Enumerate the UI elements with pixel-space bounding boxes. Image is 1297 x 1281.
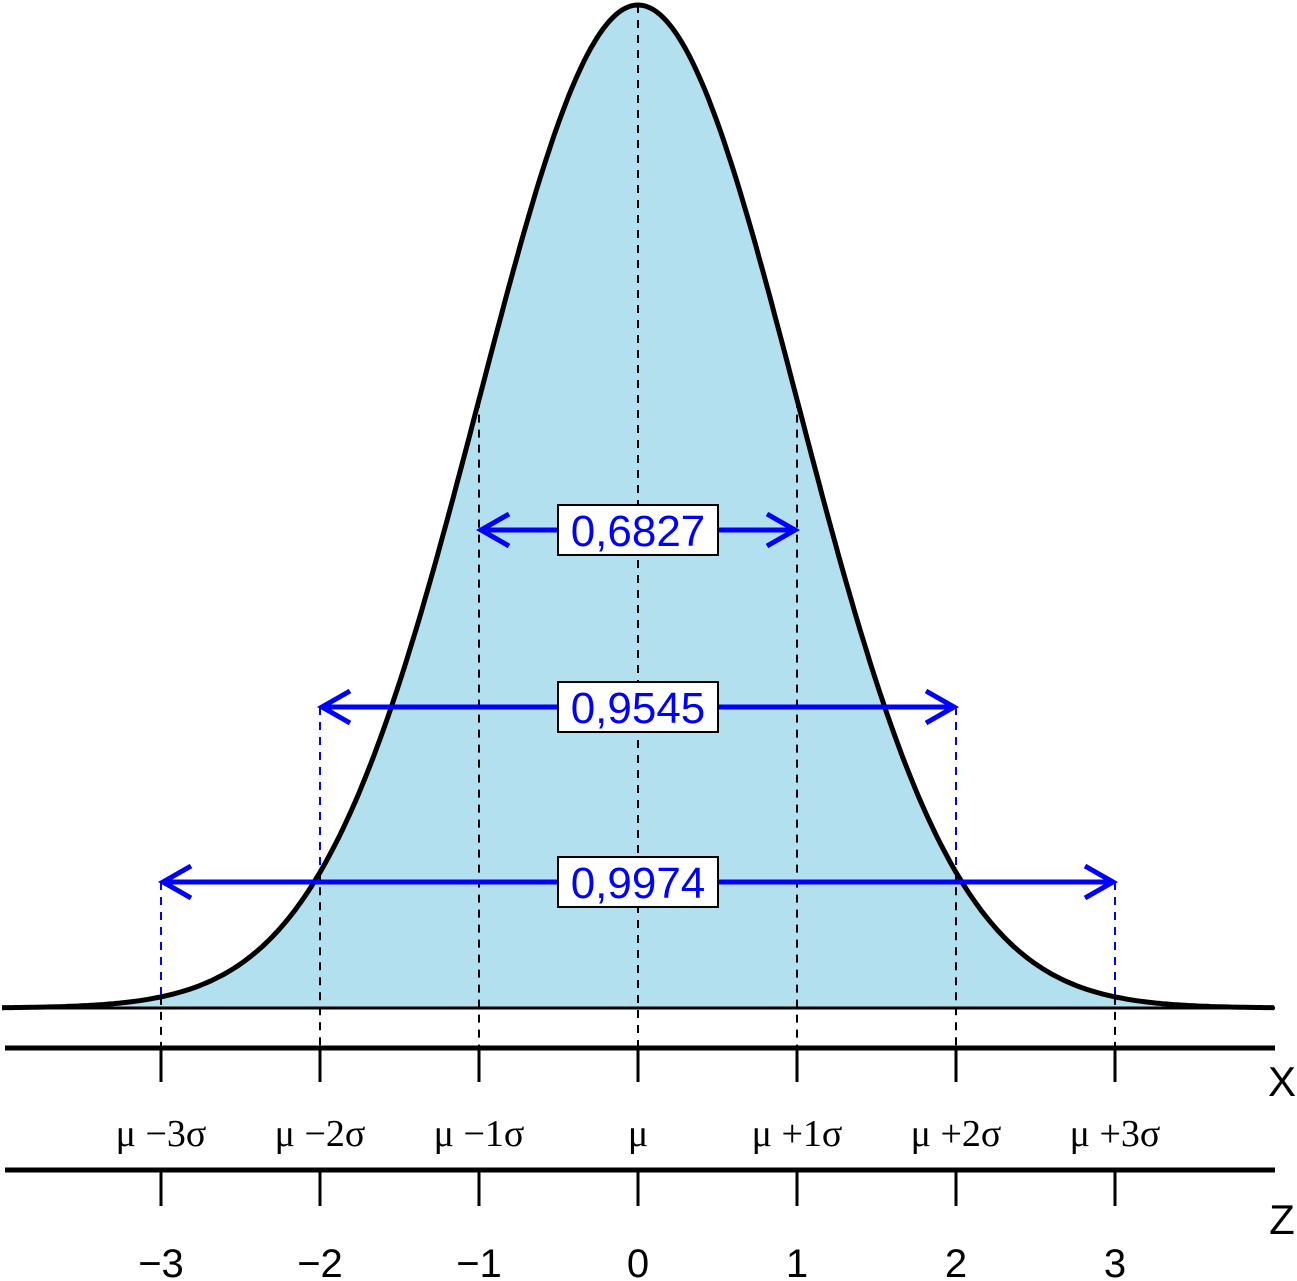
probability-label: 0,6827 (571, 507, 706, 556)
x-axis-name: X (1268, 1058, 1296, 1105)
x-tick-label: μ −2σ (275, 1113, 366, 1155)
arrow-head-left (157, 863, 193, 901)
x-tick-label: μ +2σ (911, 1113, 1002, 1155)
z-tick-label: 1 (786, 1242, 808, 1281)
interval-arrow: 0,9545 (316, 681, 960, 733)
probability-intervals: 0,6827 0,9545 0,9974 (157, 504, 1119, 908)
z-tick-label: 0 (627, 1242, 649, 1281)
sigma-guide-lines (160, 5, 1116, 1048)
probability-label-box (557, 856, 719, 908)
probability-label: 0,9545 (571, 684, 706, 733)
x-tick-label: μ −3σ (116, 1113, 207, 1155)
arrow-head-right (924, 688, 960, 726)
z-axis-ticks: −3 −2 −1 0 1 2 3 (138, 1170, 1126, 1281)
z-tick-label: −1 (456, 1242, 502, 1281)
z-axis-name: Z (1269, 1196, 1295, 1243)
interval-arrow: 0,9974 (157, 856, 1119, 908)
x-tick-label: μ −1σ (434, 1113, 525, 1155)
x-axis-ticks: μ −3σ μ −2σ μ −1σ μ μ +1σ μ +2σ μ +3σ (116, 1048, 1161, 1155)
z-tick-label: −2 (297, 1242, 343, 1281)
x-tick-label: μ +3σ (1070, 1113, 1161, 1155)
interval-arrow: 0,6827 (475, 504, 801, 556)
arrow-head-left (475, 511, 511, 549)
z-tick-label: 3 (1104, 1242, 1126, 1281)
probability-label: 0,9974 (571, 859, 706, 908)
x-tick-label: μ (628, 1113, 648, 1155)
density-curve (1, 2, 1275, 1011)
probability-label-box (557, 504, 719, 556)
arrow-head-right (1083, 863, 1119, 901)
arrow-head-left (316, 688, 352, 726)
z-tick-label: −3 (138, 1242, 184, 1281)
z-tick-label: 2 (945, 1242, 967, 1281)
x-tick-label: μ +1σ (752, 1113, 843, 1155)
probability-label-box (557, 681, 719, 733)
arrow-head-right (765, 511, 801, 549)
